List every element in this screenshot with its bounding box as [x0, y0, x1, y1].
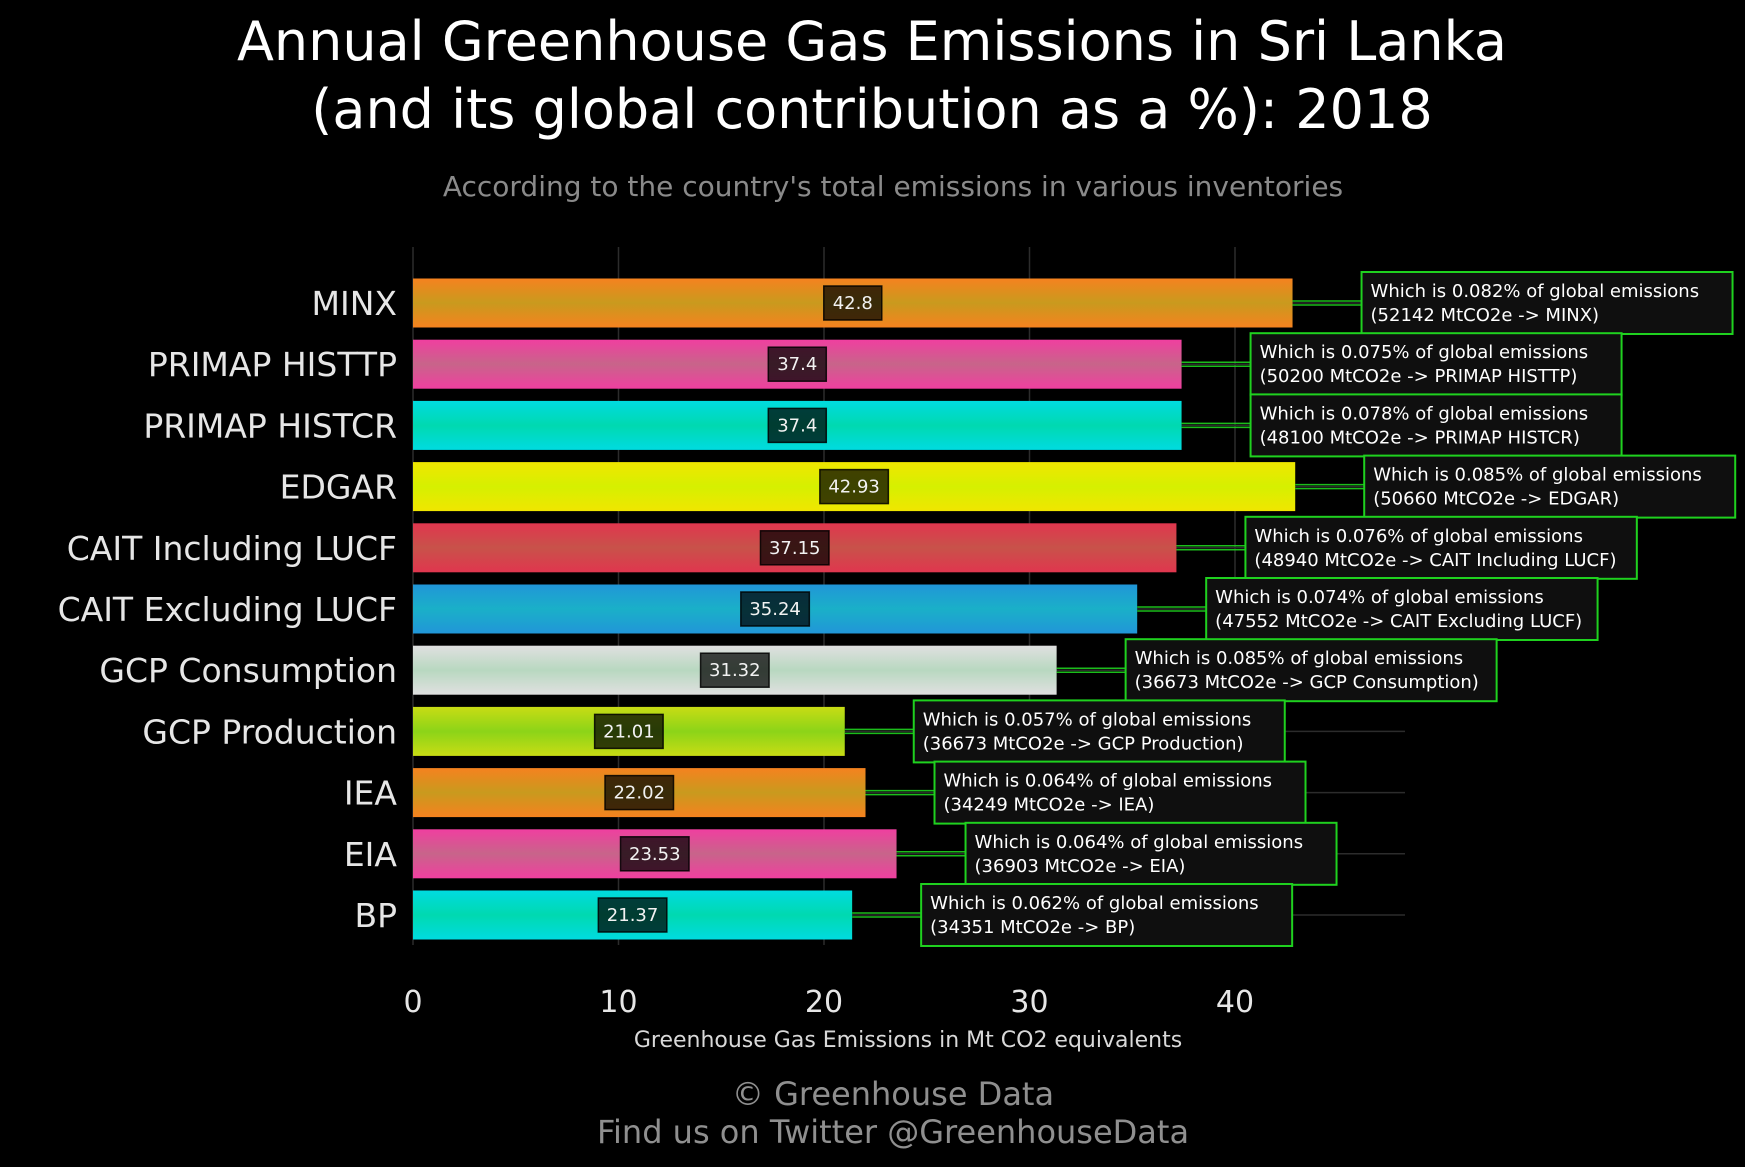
- annotation-line-1: Which is 0.078% of global emissions: [1260, 403, 1589, 424]
- value-label: 37.15: [769, 538, 821, 559]
- annotation-line-2: (36673 MtCO2e -> GCP Production): [923, 733, 1244, 754]
- x-tick-label: 30: [1010, 985, 1048, 1020]
- annotations-layer: Which is 0.082% of global emissions (5214…: [844, 271, 1737, 947]
- value-label-box: [819, 468, 890, 505]
- annotation-box: [1124, 638, 1498, 703]
- value-label: 23.53: [629, 844, 681, 865]
- category-label: PRIMAP HISTCR: [143, 406, 397, 445]
- value-label: 37.4: [777, 354, 817, 375]
- value-label-box: [699, 652, 770, 688]
- category-label: PRIMAP HISTTP: [148, 345, 397, 384]
- x-tick-label: 0: [403, 985, 422, 1020]
- value-label: 35.24: [749, 599, 801, 620]
- annotation-line-2: (34249 MtCO2e -> IEA): [944, 795, 1155, 816]
- value-label-box: [759, 530, 830, 566]
- value-label-box: [767, 407, 828, 444]
- annotation-line-2: (48100 MtCO2e -> PRIMAP HISTCR): [1260, 427, 1580, 448]
- annotation-line-2: (48940 MtCO2e -> CAIT Including LUCF): [1254, 550, 1616, 571]
- annotation-line-2: (36673 MtCO2e -> GCP Consumption): [1135, 672, 1479, 693]
- value-label: 31.32: [709, 660, 761, 681]
- annotation-box: [1205, 577, 1599, 641]
- value-label: 21.01: [603, 721, 655, 742]
- category-label: GCP Consumption: [99, 651, 397, 690]
- credit-line-1: © Greenhouse Data: [732, 1075, 1054, 1113]
- value-label-box: [740, 591, 811, 627]
- value-label-box: [619, 836, 690, 872]
- category-label: MINX: [312, 284, 398, 323]
- x-tick-label: 10: [599, 985, 637, 1020]
- annotation-line-1: Which is 0.064% of global emissions: [975, 832, 1304, 853]
- value-label-box: [767, 346, 828, 382]
- category-label: IEA: [344, 774, 398, 813]
- bars-layer: 42.8 37.4 37.4 42.93 37.15 35.24 31.32 21.01 22.…: [413, 278, 1296, 940]
- value-label-box: [593, 713, 664, 750]
- annotation-line-2: (50660 MtCO2e -> EDGAR): [1373, 489, 1619, 510]
- category-label: EDGAR: [280, 468, 397, 507]
- annotation-line-1: Which is 0.085% of global emissions: [1135, 648, 1464, 669]
- x-tick-label: 40: [1216, 985, 1254, 1020]
- annotation-line-2: (52142 MtCO2e -> MINX): [1371, 305, 1600, 326]
- annotation-line-1: Which is 0.062% of global emissions: [930, 893, 1259, 914]
- credit-line-2: Find us on Twitter @GreenhouseData: [597, 1113, 1189, 1151]
- category-label: BP: [354, 896, 397, 935]
- value-label: 37.4: [777, 415, 817, 436]
- annotation-box: [933, 760, 1307, 825]
- value-label: 22.02: [613, 783, 665, 804]
- category-label: EIA: [344, 835, 398, 874]
- x-axis-title: Greenhouse Gas Emissions in Mt CO2 equiv…: [634, 1028, 1182, 1053]
- annotation-box: [964, 821, 1338, 886]
- annotation-line-1: Which is 0.064% of global emissions: [944, 771, 1273, 792]
- category-label: CAIT Including LUCF: [67, 529, 397, 568]
- annotation-line-1: Which is 0.075% of global emissions: [1260, 342, 1589, 363]
- annotation-line-2: (36903 MtCO2e -> EIA): [975, 856, 1186, 877]
- value-label: 21.37: [607, 905, 659, 926]
- chart-title-line1: Annual Greenhouse Gas Emissions in Sri L…: [237, 10, 1507, 73]
- annotation-box: [912, 699, 1286, 764]
- annotation-box: [920, 883, 1294, 947]
- annotation-line-1: Which is 0.082% of global emissions: [1371, 281, 1700, 302]
- value-label-box: [597, 897, 668, 933]
- annotation-line-1: Which is 0.076% of global emissions: [1254, 526, 1583, 547]
- value-label: 42.8: [833, 293, 873, 314]
- x-axis: 0 10 20 30 40 MINX PRIMAP HISTTP PRIMAP HISTCR E…: [58, 284, 1255, 1020]
- category-label: GCP Production: [142, 712, 397, 751]
- annotation-line-1: Which is 0.057% of global emissions: [923, 709, 1252, 730]
- annotation-box: [1363, 454, 1737, 519]
- category-label: CAIT Excluding LUCF: [58, 590, 397, 629]
- value-label: 42.93: [828, 477, 880, 498]
- annotation-line-2: (47552 MtCO2e -> CAIT Excluding LUCF): [1215, 611, 1582, 632]
- x-tick-label: 20: [805, 985, 843, 1020]
- value-label-box: [604, 774, 675, 811]
- annotation-box: [1360, 271, 1734, 335]
- annotation-box: [1249, 332, 1623, 397]
- annotation-line-2: (50200 MtCO2e -> PRIMAP HISTTP): [1260, 366, 1578, 387]
- value-label-box: [823, 285, 883, 321]
- annotation-line-1: Which is 0.085% of global emissions: [1373, 465, 1702, 486]
- annotation-line-1: Which is 0.074% of global emissions: [1215, 587, 1544, 608]
- annotation-line-2: (34351 MtCO2e -> BP): [930, 917, 1135, 938]
- chart-title-line2: (and its global contribution as a %): 20…: [311, 78, 1432, 141]
- chart-subtitle: According to the country's total emissio…: [443, 170, 1343, 203]
